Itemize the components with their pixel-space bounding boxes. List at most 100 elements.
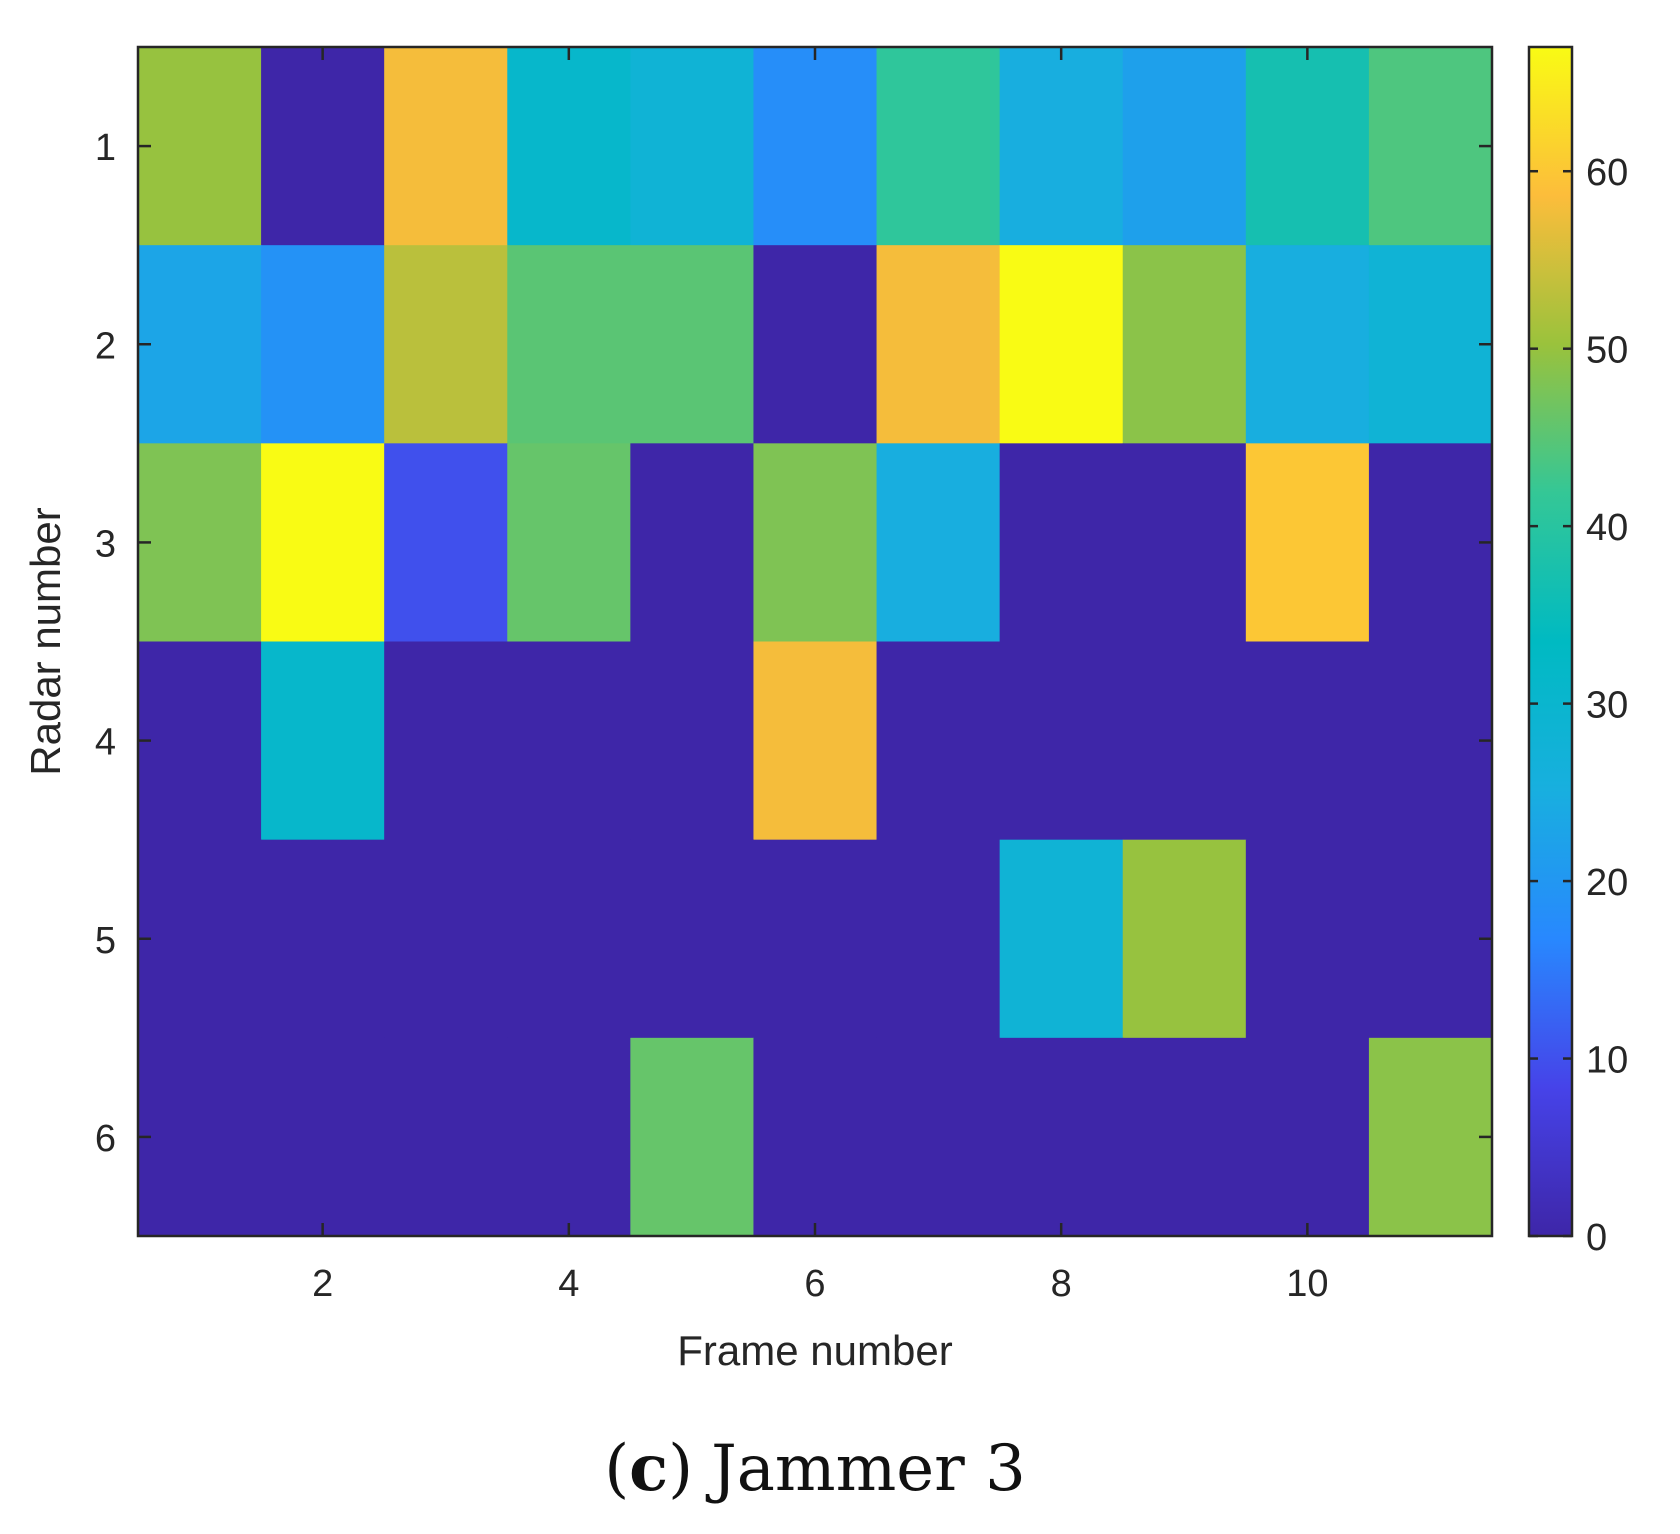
heatmap-cell (138, 641, 262, 841)
colorbar-tick-label: 20 (1586, 862, 1628, 904)
heatmap-cell (1245, 245, 1370, 444)
heatmap-cell (999, 1037, 1124, 1237)
x-axis-title: Frame number (677, 1327, 952, 1374)
axis-ticks (138, 47, 1492, 1236)
x-tick-label: 6 (804, 1263, 825, 1305)
heatmap-cell (630, 443, 755, 643)
y-axis-title: Radar number (22, 507, 69, 775)
caption-close-paren: ) (668, 1432, 693, 1506)
heatmap-cell (1368, 839, 1493, 1039)
heatmap-cell (630, 1037, 755, 1237)
heatmap-cell (876, 47, 1001, 246)
caption-letter: c (629, 1431, 668, 1506)
caption-text: Jammer 3 (705, 1432, 1026, 1506)
heatmap-cell (1245, 839, 1370, 1039)
heatmap-cell (1368, 245, 1493, 444)
heatmap-cell (753, 245, 878, 444)
heatmap-cell (999, 839, 1124, 1039)
heatmap-cell (384, 1037, 508, 1237)
heatmap-cell (384, 245, 508, 444)
colorbar-tick-label: 50 (1586, 330, 1628, 372)
heatmap-cell (1245, 1037, 1370, 1237)
heatmap-cell (138, 839, 262, 1039)
heatmap-cell (999, 47, 1124, 246)
heatmap-cell (1122, 443, 1247, 643)
x-tick-label: 4 (558, 1263, 579, 1305)
heatmap-cell (261, 47, 385, 246)
heatmap-cell (507, 47, 631, 246)
heatmap-cell (261, 443, 385, 643)
colorbar-gradient (1529, 47, 1572, 1236)
heatmap-cell (384, 443, 508, 643)
heatmap-cell (261, 641, 385, 841)
colorbar-tick-labels: 0 10 20 30 40 50 60 (1586, 152, 1628, 1259)
heatmap-cell (507, 245, 631, 444)
colorbar-tick-label: 30 (1586, 685, 1628, 727)
heatmap-cell (1122, 641, 1247, 841)
heatmap-cell (138, 1037, 262, 1237)
x-tick-label: 8 (1051, 1263, 1072, 1305)
heatmap-cell (507, 443, 631, 643)
heatmap-cell (876, 443, 1001, 643)
heatmap-cell (876, 641, 1001, 841)
heatmap-cell (753, 1037, 878, 1237)
heatmap-cell (876, 1037, 1001, 1237)
y-tick-label: 4 (95, 722, 116, 764)
heatmap-cell (753, 641, 878, 841)
heatmap-cell (1245, 47, 1370, 246)
x-tick-label: 10 (1286, 1263, 1328, 1305)
heatmap-cell (753, 839, 878, 1039)
heatmap-cell (1245, 641, 1370, 841)
heatmap-cell (999, 443, 1124, 643)
colorbar-tick-label: 60 (1586, 152, 1628, 194)
heatmap-cell (138, 47, 262, 246)
y-tick-label: 6 (95, 1118, 116, 1160)
colorbar-tick-label: 0 (1586, 1217, 1607, 1259)
heatmap-cell (1245, 443, 1370, 643)
colorbar-tick-label: 40 (1586, 507, 1628, 549)
heatmap-cell (1368, 641, 1493, 841)
heatmap-cell (753, 443, 878, 643)
heatmap-cell (876, 839, 1001, 1039)
heatmap-cell (384, 839, 508, 1039)
heatmap-cell (261, 1037, 385, 1237)
heatmap-cell (1122, 47, 1247, 246)
y-tick-label: 2 (95, 325, 116, 367)
heatmap-cell (1122, 1037, 1247, 1237)
heatmap-cell (384, 641, 508, 841)
y-tick-label: 5 (95, 920, 116, 962)
heatmap-cell (630, 641, 755, 841)
heatmap-cell (753, 47, 878, 246)
heatmap-cell (876, 245, 1001, 444)
heatmap-cell (999, 641, 1124, 841)
y-tick-labels: 1 2 3 4 5 6 (95, 127, 116, 1160)
heatmap-cell (507, 839, 631, 1039)
x-tick-labels: 2 4 6 8 10 (312, 1263, 1328, 1305)
heatmap-cells (138, 47, 1493, 1237)
heatmap-cell (138, 245, 262, 444)
x-tick-label: 2 (312, 1263, 333, 1305)
heatmap-cell (1368, 47, 1493, 246)
heatmap-cell (1368, 1037, 1493, 1237)
colorbar-tick-label: 10 (1586, 1040, 1628, 1082)
heatmap-cell (1122, 245, 1247, 444)
heatmap-cell (630, 47, 755, 246)
heatmap-cell (1368, 443, 1493, 643)
heatmap-cell (630, 245, 755, 444)
heatmap-cell (384, 47, 508, 246)
heatmap-cell (630, 839, 755, 1039)
figure-caption: (c) Jammer 3 (604, 1431, 1026, 1506)
heatmap-cell (999, 245, 1124, 444)
colorbar-ticks (1529, 169, 1572, 1238)
heatmap-cell (507, 1037, 631, 1237)
heatmap-cell (507, 641, 631, 841)
colorbar: 0 10 20 30 40 50 60 (1527, 45, 1628, 1259)
y-tick-label: 3 (95, 523, 116, 565)
heatmap-cell (261, 245, 385, 444)
colorbar-frame (1527, 45, 1574, 1238)
heatmap-cell (261, 839, 385, 1039)
y-tick-label: 1 (95, 127, 116, 169)
heatmap-cell (138, 443, 262, 643)
caption-open-paren: ( (604, 1432, 629, 1506)
